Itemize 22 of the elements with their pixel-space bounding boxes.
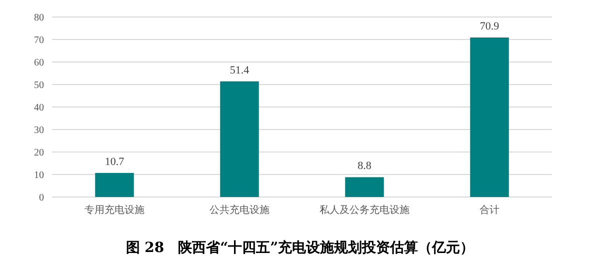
y-tick-label: 0 — [39, 192, 44, 204]
y-tick-label: 50 — [34, 80, 44, 91]
x-tick-label: 专用充电设施 — [84, 204, 144, 216]
y-tick-label: 40 — [34, 102, 44, 114]
data-label: 10.7 — [104, 156, 125, 168]
bar — [220, 81, 259, 197]
y-tick-label: 30 — [34, 125, 44, 136]
y-tick-label: 10 — [34, 170, 44, 181]
x-tick-label: 合计 — [480, 204, 500, 216]
data-label: 51.4 — [230, 64, 250, 76]
data-label: 70.9 — [480, 20, 500, 32]
x-tick-label: 公共充电设施 — [210, 204, 270, 216]
x-tick-label: 私人及公务充电设施 — [320, 204, 410, 216]
y-tick-label: 80 — [34, 12, 44, 24]
y-tick-label: 60 — [34, 58, 44, 68]
bar — [95, 172, 134, 197]
data-label: 8.8 — [358, 160, 372, 172]
bar — [345, 177, 384, 197]
bar — [470, 37, 509, 197]
y-tick-label: 70 — [34, 35, 44, 46]
y-tick-label: 20 — [34, 148, 44, 158]
text: 图 28 陕西省“十四五”充电设施规划投资估算（亿元） — [126, 239, 474, 256]
